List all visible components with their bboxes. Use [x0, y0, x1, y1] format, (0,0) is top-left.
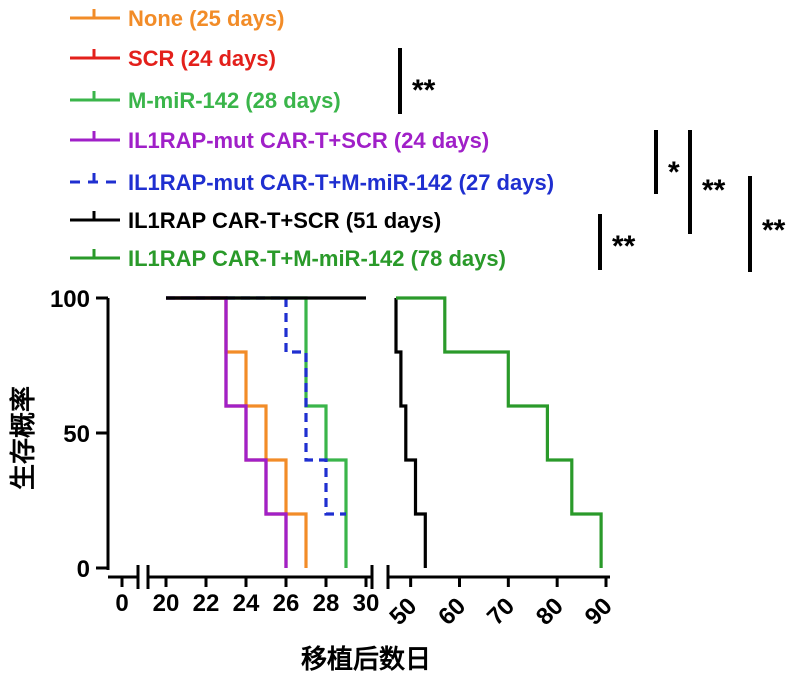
legend-label-5: IL1RAP CAR-T+SCR (51 days): [128, 208, 441, 233]
x-tick-label-7: 50: [384, 593, 422, 631]
significance-label-1: *: [668, 156, 680, 189]
legend-label-3: IL1RAP-mut CAR-T+SCR (24 days): [128, 128, 489, 153]
legend-label-6: IL1RAP CAR-T+M-miR-142 (78 days): [128, 246, 506, 271]
y-tick-label-1: 50: [63, 421, 90, 448]
legend-item-6: IL1RAP CAR-T+M-miR-142 (78 days): [70, 246, 506, 271]
x-tick-label-2: 22: [193, 590, 220, 617]
significance-brackets: *********: [398, 48, 786, 272]
legend-label-1: SCR (24 days): [128, 46, 276, 71]
x-tick-label-10: 80: [531, 593, 569, 631]
significance-label-3: **: [762, 214, 786, 247]
survival-curve-3: [166, 296, 288, 568]
significance-label-0: **: [412, 74, 436, 107]
x-tick-label-11: 90: [580, 593, 618, 631]
x-tick-label-0: 0: [115, 590, 128, 617]
legend-item-5: IL1RAP CAR-T+SCR (51 days): [70, 208, 441, 233]
legend: None (25 days) SCR (24 days) M-miR-142 (28…: [70, 6, 554, 271]
y-tick-label-0: 0: [77, 556, 90, 583]
significance-label-4: **: [612, 230, 636, 263]
x-tick-label-6: 30: [353, 590, 380, 617]
y-axis: 0 50 100: [50, 286, 110, 583]
x-tick-label-9: 70: [482, 593, 520, 631]
survival-curve-6: [396, 296, 603, 568]
legend-item-3: IL1RAP-mut CAR-T+SCR (24 days): [70, 128, 489, 153]
legend-item-4: IL1RAP-mut CAR-T+M-miR-142 (27 days): [70, 170, 554, 195]
plot-area: [166, 296, 603, 568]
legend-item-0: None (25 days): [70, 6, 285, 31]
legend-label-2: M-miR-142 (28 days): [128, 88, 341, 113]
legend-label-4: IL1RAP-mut CAR-T+M-miR-142 (27 days): [128, 170, 554, 195]
survival-curve-4: [166, 296, 346, 516]
legend-item-2: M-miR-142 (28 days): [70, 88, 341, 113]
legend-label-0: None (25 days): [128, 6, 285, 31]
y-axis-label: 生存概率: [8, 386, 39, 490]
x-tick-label-1: 20: [153, 590, 180, 617]
survival-curve-5-part-1: [394, 298, 427, 568]
x-tick-label-5: 28: [313, 590, 340, 617]
x-axis-label: 移植后数日: [301, 645, 431, 675]
significance-label-2: **: [702, 174, 726, 207]
y-tick-label-2: 100: [50, 286, 90, 313]
x-axis: 0 20 22 24 26 28 30 50 60 70 80 90: [108, 565, 618, 631]
x-tick-label-4: 26: [273, 590, 300, 617]
x-tick-label-3: 24: [233, 590, 260, 617]
survival-curve-2: [166, 296, 348, 568]
legend-item-1: SCR (24 days): [70, 46, 276, 71]
x-tick-label-8: 60: [433, 593, 471, 631]
